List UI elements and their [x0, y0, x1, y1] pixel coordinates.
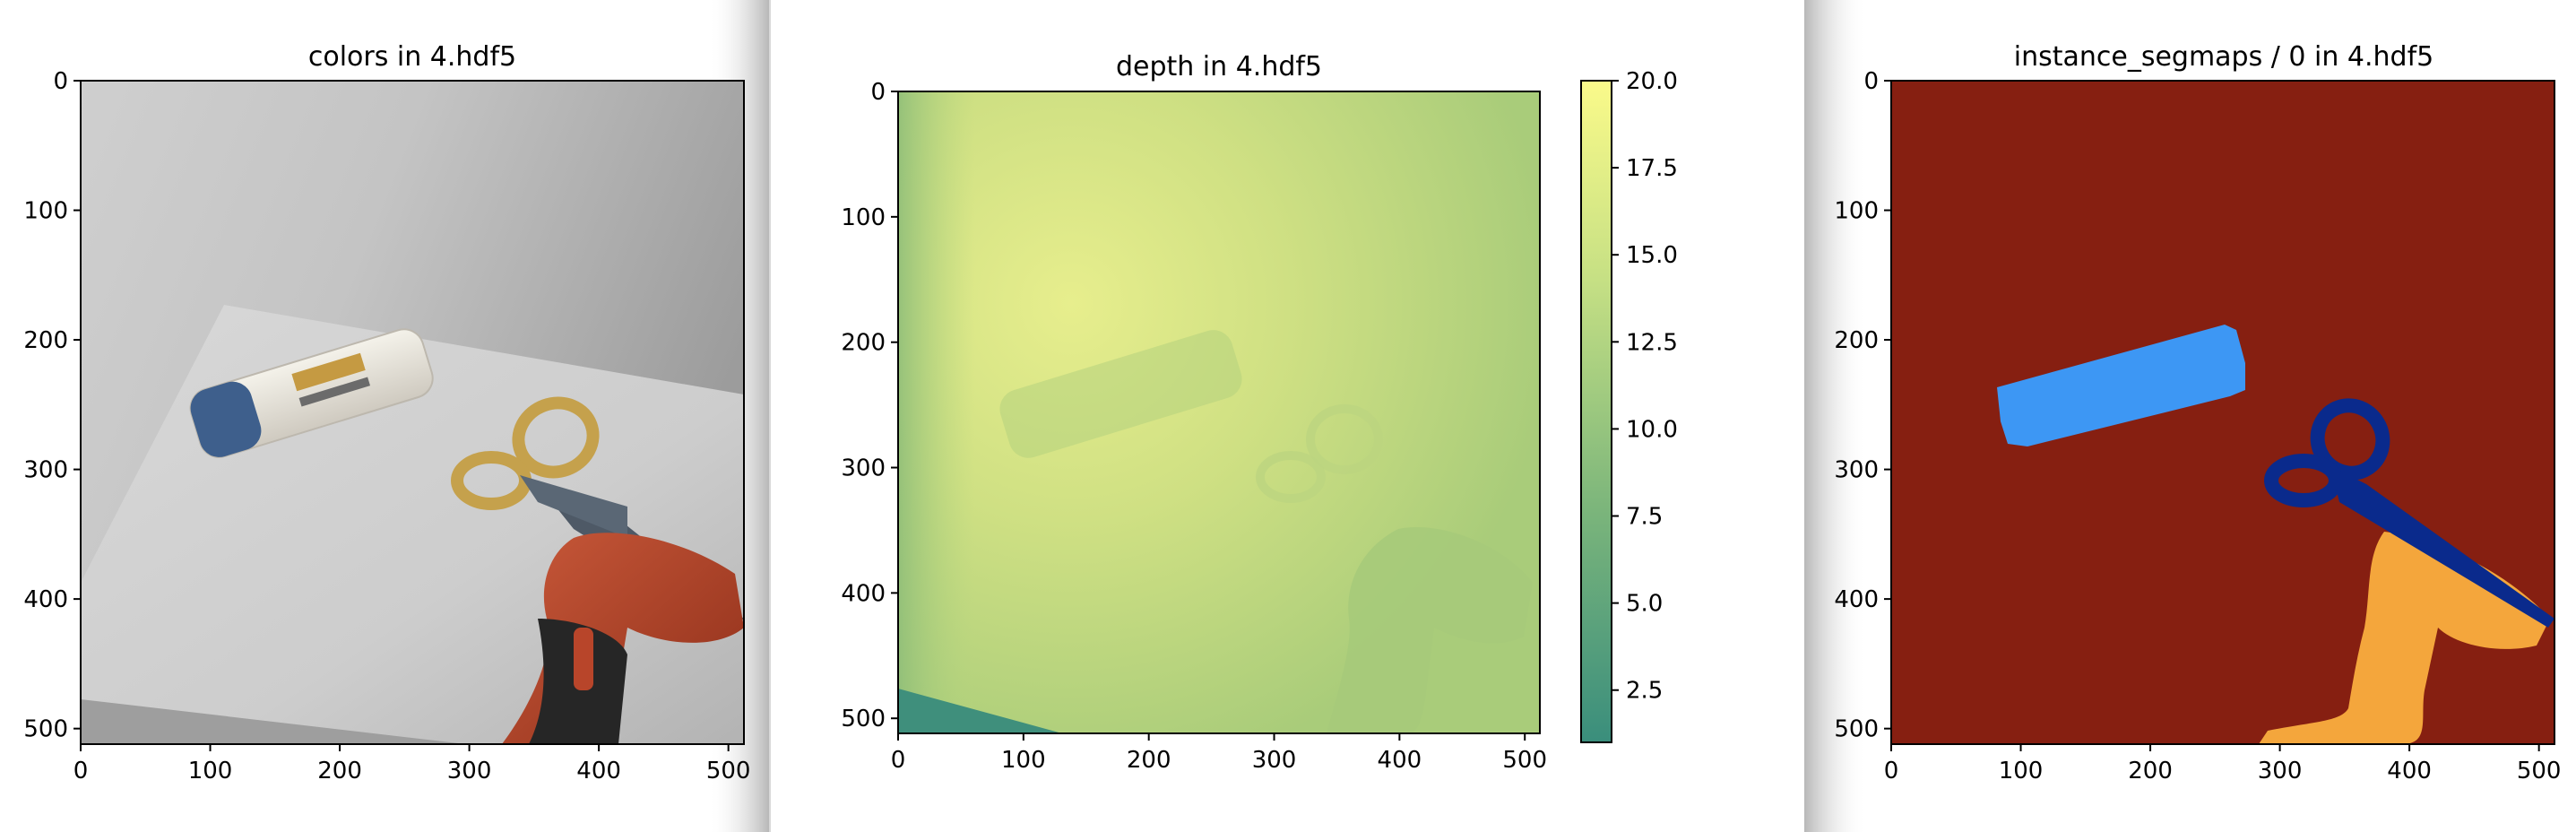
y-tick-label: 400 [23, 586, 68, 613]
panel-title: depth in 4.hdf5 [1116, 51, 1322, 82]
x-tick-label: 200 [2128, 758, 2173, 784]
colorbar-tick-label: 5.0 [1626, 591, 1663, 618]
x-tick-label: 500 [1502, 747, 1547, 774]
colorbar-tick-label: 2.5 [1626, 678, 1663, 705]
x-tick-label: 200 [317, 758, 362, 784]
y-tick-label: 500 [1834, 716, 1879, 743]
x-tick-label: 0 [891, 747, 906, 774]
y-tick-label: 300 [1834, 457, 1879, 484]
segmap-image [1890, 80, 2555, 745]
y-tick-label: 100 [23, 198, 68, 225]
shampoo-bottle [189, 328, 434, 458]
x-tick-label: 400 [576, 758, 621, 784]
y-tick-label: 0 [1863, 68, 1879, 95]
y-tick-label: 100 [1834, 198, 1879, 225]
colorbar-gradient [1580, 80, 1612, 743]
y-tick-label: 400 [1834, 586, 1879, 613]
x-tick-label: 100 [1001, 747, 1046, 774]
panel-separator-right [1804, 0, 1867, 832]
x-tick-label: 300 [1252, 747, 1297, 774]
x-tick-label: 100 [1999, 758, 2044, 784]
y-tick-label: 400 [841, 580, 886, 607]
colorbar-tick-label: 12.5 [1626, 329, 1678, 356]
colorbar-ticks: 2.5 5.0 7.5 10.0 12.5 15.0 17.5 20.0 [1612, 68, 1678, 705]
x-tick-label: 0 [73, 758, 89, 784]
x-tick-label: 300 [2258, 758, 2303, 784]
x-tick-label: 500 [706, 758, 751, 784]
x-tick-label: 0 [1884, 758, 1899, 784]
panel-title: instance_segmaps / 0 in 4.hdf5 [2014, 41, 2434, 73]
x-tick-label: 400 [1378, 747, 1422, 774]
y-tick-label: 300 [841, 455, 886, 482]
y-tick-label: 200 [1834, 327, 1879, 354]
y-tick-label: 100 [841, 204, 886, 231]
y-tick-label: 500 [841, 706, 886, 732]
x-tick-label: 200 [1127, 747, 1171, 774]
depth-image [897, 91, 1541, 734]
segment-bottle [1997, 325, 2245, 446]
y-tick-label: 0 [870, 79, 886, 106]
segment-background [1891, 81, 2554, 744]
segment-scissors [2264, 398, 2554, 628]
colorbar-tick-label: 20.0 [1626, 68, 1678, 95]
panel-separator-line [769, 0, 771, 832]
colorbar-tick-label: 15.0 [1626, 242, 1678, 269]
y-tick-label: 300 [23, 457, 68, 484]
colorbar-tick-label: 10.0 [1626, 416, 1678, 443]
colorbar-tick-label: 7.5 [1626, 504, 1663, 531]
rgb-image [80, 80, 745, 745]
y-tick-label: 200 [23, 327, 68, 354]
x-tick-label: 300 [447, 758, 492, 784]
panel-colors: colors in 4.hdf5 [23, 41, 750, 784]
colorbar: 2.5 5.0 7.5 10.0 12.5 15.0 17.5 20.0 [1580, 68, 1678, 743]
x-tick-label: 400 [2387, 758, 2432, 784]
y-tick-label: 0 [53, 68, 68, 95]
colorbar-tick-label: 17.5 [1626, 155, 1678, 182]
y-tick-label: 200 [841, 330, 886, 357]
panel-title: colors in 4.hdf5 [308, 41, 516, 73]
panel-segmaps: instance_segmaps / 0 in 4.hdf5 0 100 200 30… [1834, 41, 2561, 784]
y-tick-label: 500 [23, 716, 68, 743]
x-tick-label: 100 [188, 758, 233, 784]
power-drill [502, 533, 744, 744]
x-tick-label: 500 [2517, 758, 2562, 784]
